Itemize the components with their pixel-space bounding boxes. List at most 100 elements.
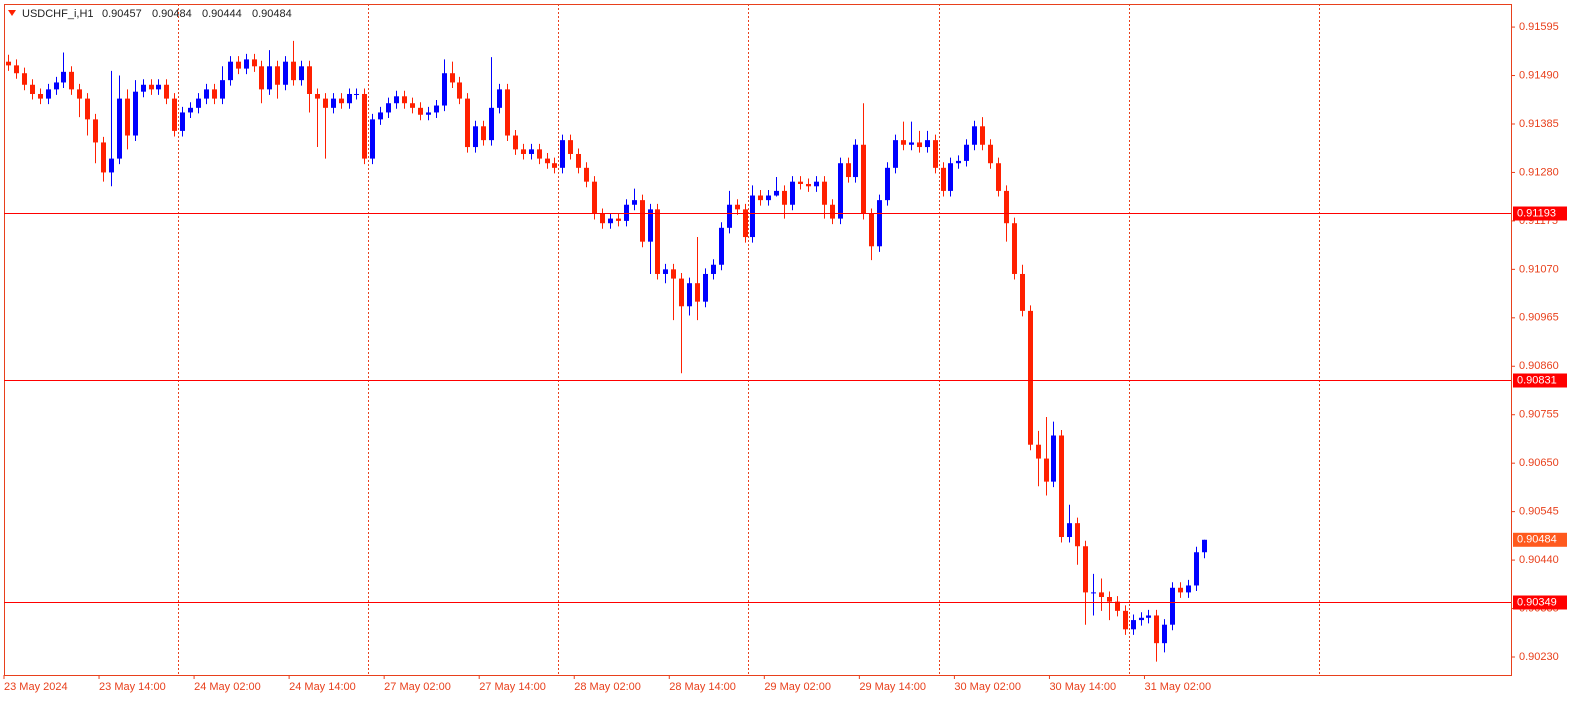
- candle-body: [489, 107, 494, 141]
- x-tick-label: 31 May 02:00: [1144, 681, 1211, 693]
- candle-body: [600, 213, 605, 224]
- candle-body: [236, 61, 241, 69]
- ohlc-low: 0.90444: [202, 8, 242, 20]
- candle-body: [552, 163, 557, 168]
- candle-body: [869, 213, 874, 247]
- y-tick-label: 0.90545: [1519, 506, 1559, 518]
- candle-body: [465, 98, 470, 148]
- candle-body: [1154, 615, 1159, 644]
- candle-body: [1146, 615, 1151, 618]
- candle-body: [624, 204, 629, 221]
- candle-body: [1186, 585, 1191, 593]
- candle-body: [141, 84, 146, 92]
- candle-body: [964, 144, 969, 161]
- candle-body: [901, 140, 906, 145]
- candle-body: [750, 195, 755, 238]
- candle-body: [481, 126, 486, 141]
- y-tick-label: 0.91280: [1519, 166, 1559, 178]
- candle-body: [354, 93, 359, 95]
- candle-body: [259, 66, 264, 90]
- candle-body: [663, 269, 668, 274]
- candle-body: [846, 163, 851, 178]
- candle-body: [252, 59, 257, 67]
- candle-body: [560, 140, 565, 168]
- candle-body: [69, 71, 74, 90]
- candle-body: [719, 227, 724, 265]
- candle-body: [1059, 435, 1064, 538]
- candle-body: [457, 82, 462, 99]
- candle-body: [315, 93, 320, 99]
- candle-body: [450, 73, 455, 83]
- candle-body: [220, 80, 225, 99]
- x-tick-label: 27 May 02:00: [384, 681, 451, 693]
- candle-body: [885, 167, 890, 201]
- candle-body: [909, 142, 914, 145]
- candle-body: [853, 144, 858, 178]
- candle-body: [576, 153, 581, 168]
- candle-body: [172, 98, 177, 131]
- candle-body: [1139, 617, 1144, 621]
- candle-body: [1091, 592, 1096, 594]
- candle-body: [125, 98, 130, 136]
- menu-triangle: [8, 10, 16, 16]
- candle-body: [980, 126, 985, 145]
- candle-body: [6, 61, 11, 66]
- level-label: 0.90831: [1517, 374, 1557, 386]
- candle-body: [798, 181, 803, 184]
- candle-body: [616, 218, 621, 221]
- candle-body: [758, 195, 763, 201]
- candle-body: [14, 65, 19, 74]
- candle-body: [30, 84, 35, 94]
- x-tick-label: 27 May 14:00: [479, 681, 546, 693]
- candle-body: [1004, 190, 1009, 224]
- candle-body: [1036, 444, 1041, 459]
- chart-title: USDCHF_i,H1: [22, 8, 94, 20]
- candle-body: [370, 119, 375, 159]
- candle-body: [933, 140, 938, 168]
- candle-body: [1202, 539, 1207, 553]
- candle-body: [822, 181, 827, 205]
- y-tick-label: 0.90860: [1519, 360, 1559, 372]
- candle-body: [632, 200, 637, 205]
- candle-body: [307, 66, 312, 94]
- y-tick-label: 0.91385: [1519, 118, 1559, 130]
- candle-body: [1162, 624, 1167, 644]
- candle-body: [291, 61, 296, 81]
- x-tick-label: 24 May 14:00: [289, 681, 356, 693]
- candle-body: [1131, 620, 1136, 630]
- candle-body: [77, 89, 82, 99]
- candle-body: [347, 93, 352, 104]
- candle-body: [814, 181, 819, 187]
- candle-body: [331, 98, 336, 108]
- candle-body: [473, 126, 478, 148]
- candle-body: [196, 98, 201, 108]
- candle-body: [537, 149, 542, 159]
- y-tick-label: 0.91490: [1519, 69, 1559, 81]
- candle-body: [1123, 610, 1128, 630]
- candle-body: [1051, 435, 1056, 482]
- candle-body: [180, 112, 185, 131]
- candle-body: [228, 61, 233, 81]
- candle-body: [117, 98, 122, 159]
- candle-body: [687, 283, 692, 307]
- candle-body: [972, 126, 977, 145]
- candle-body: [774, 190, 779, 196]
- candle-body: [386, 103, 391, 113]
- candle-body: [703, 273, 708, 302]
- candle-body: [22, 73, 27, 85]
- candle-body: [378, 112, 383, 120]
- candle-body: [275, 66, 280, 85]
- y-tick-label: 0.91595: [1519, 21, 1559, 33]
- candle-body: [893, 140, 898, 168]
- level-label: 0.91193: [1517, 207, 1556, 219]
- candle-body: [521, 149, 526, 154]
- x-tick-label: 23 May 14:00: [99, 681, 166, 693]
- x-tick-label: 28 May 14:00: [669, 681, 736, 693]
- candle-body: [838, 163, 843, 219]
- candle-body: [46, 89, 51, 99]
- candle-body: [711, 264, 716, 274]
- candle-body: [283, 61, 288, 85]
- candle-body: [806, 183, 811, 187]
- candle-body: [584, 167, 589, 182]
